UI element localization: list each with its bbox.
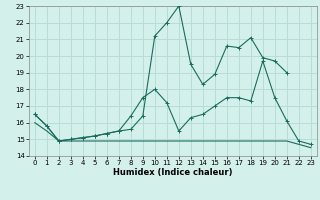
X-axis label: Humidex (Indice chaleur): Humidex (Indice chaleur) [113,168,233,177]
